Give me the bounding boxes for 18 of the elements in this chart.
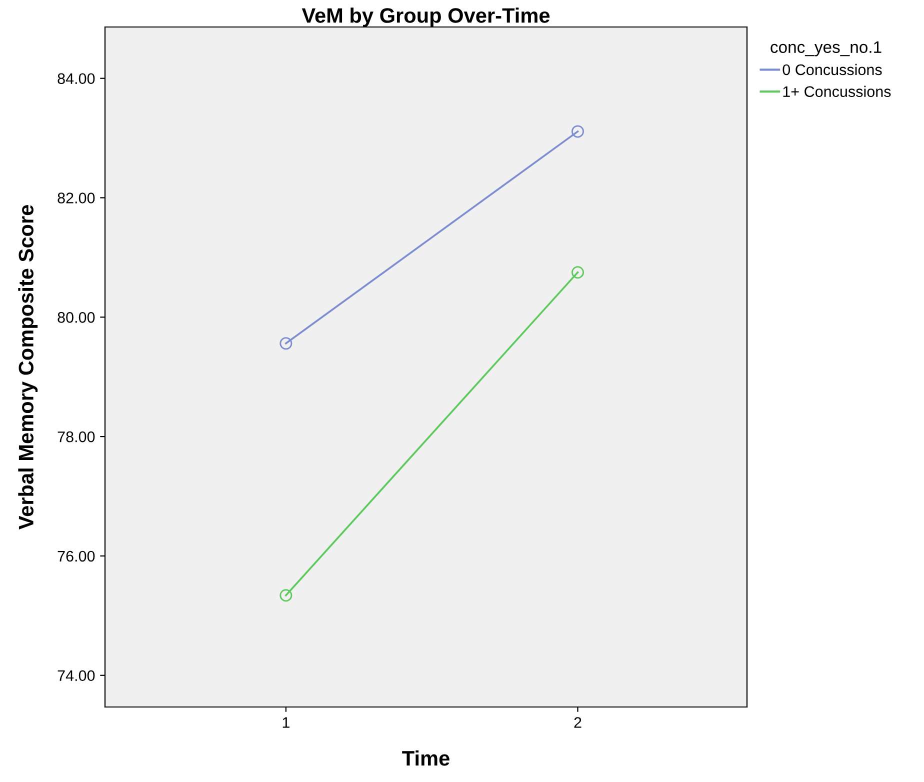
x-axis-title: Time xyxy=(402,750,450,766)
x-tick-label: 1 xyxy=(282,717,290,728)
point xyxy=(280,589,292,602)
y-tick-label: 82.00 xyxy=(58,192,95,204)
y-tick-label: 76.00 xyxy=(58,550,95,562)
y-tick-label: 78.00 xyxy=(58,431,95,442)
point xyxy=(280,337,292,350)
point xyxy=(571,125,584,138)
y-axis-title: Verbal Memory Composite Score xyxy=(18,205,38,530)
x-tick-label: 2 xyxy=(574,717,582,728)
y-tick-label: 74.00 xyxy=(58,670,95,682)
legend-title: conc_yes_no.1 xyxy=(770,41,882,56)
chart-title: VeM by Group Over-Time xyxy=(302,8,550,27)
legend-label: 1+ Concussions xyxy=(783,86,891,98)
legend-label: 0 Concussions xyxy=(782,64,882,76)
y-tick-label: 80.00 xyxy=(58,312,95,323)
point xyxy=(571,266,584,279)
y-tick-label: 84.00 xyxy=(58,73,95,84)
